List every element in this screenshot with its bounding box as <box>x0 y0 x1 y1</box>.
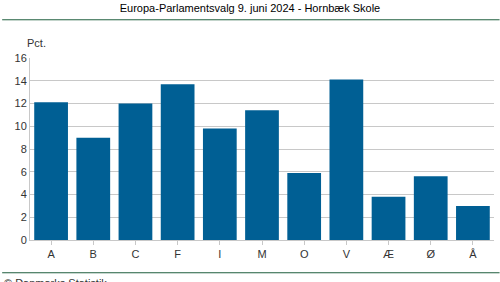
svg-text:4: 4 <box>21 188 27 200</box>
svg-text:F: F <box>174 248 181 260</box>
svg-text:Æ: Æ <box>383 248 394 260</box>
svg-text:16: 16 <box>15 52 27 64</box>
svg-text:B: B <box>90 248 97 260</box>
svg-text:© Danmarks Statistik: © Danmarks Statistik <box>4 277 107 282</box>
svg-text:I: I <box>218 248 221 260</box>
svg-text:O: O <box>300 248 309 260</box>
svg-text:Å: Å <box>469 248 477 260</box>
svg-text:M: M <box>257 248 266 260</box>
svg-text:2: 2 <box>21 211 27 223</box>
svg-text:C: C <box>131 248 139 260</box>
svg-text:0: 0 <box>21 234 27 246</box>
svg-text:Ø: Ø <box>426 248 435 260</box>
svg-text:A: A <box>47 248 55 260</box>
svg-text:6: 6 <box>21 166 27 178</box>
svg-text:Europa-Parlamentsvalg 9. juni: Europa-Parlamentsvalg 9. juni 2024 - Hor… <box>120 2 380 14</box>
svg-text:12: 12 <box>15 97 27 109</box>
svg-text:14: 14 <box>15 75 27 87</box>
svg-text:8: 8 <box>21 143 27 155</box>
svg-text:10: 10 <box>15 120 27 132</box>
svg-text:V: V <box>343 248 351 260</box>
svg-text:Pct.: Pct. <box>27 37 46 49</box>
